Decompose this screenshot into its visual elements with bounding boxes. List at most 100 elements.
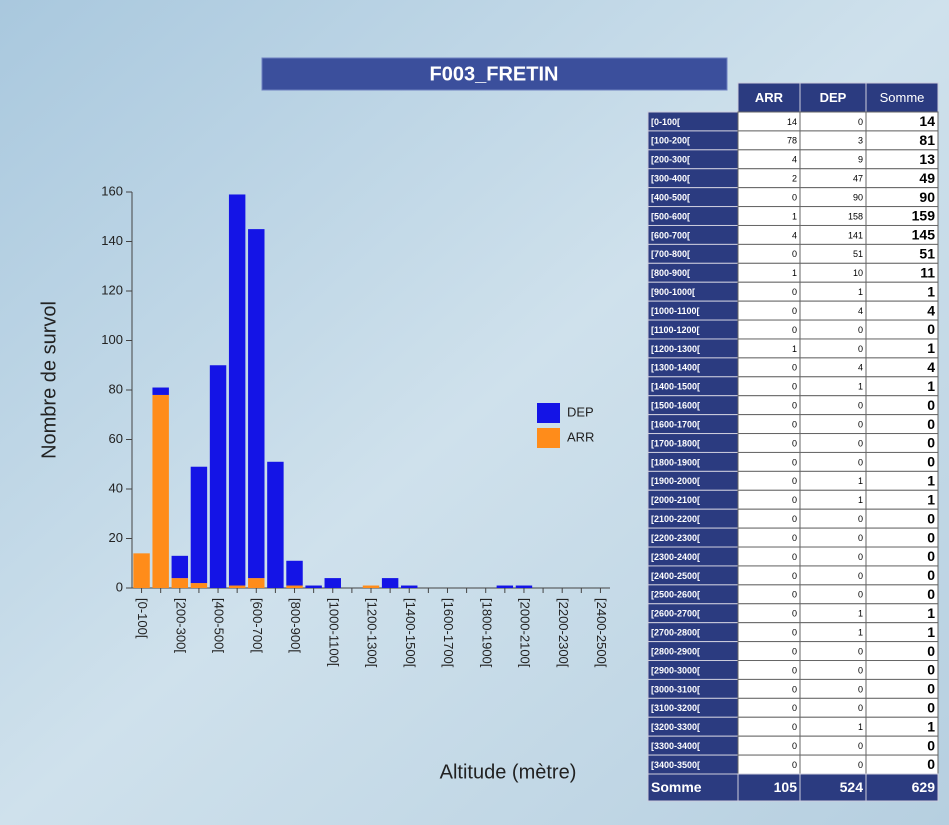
- table-cell: [738, 358, 800, 377]
- bar: [248, 229, 264, 578]
- table-row-label: [2400-2500[: [651, 571, 700, 581]
- table-cell: [738, 377, 800, 396]
- table-header: DEP: [820, 90, 847, 105]
- table-cell: [738, 585, 800, 604]
- table-row-label: [400-500[: [651, 192, 690, 202]
- table-cell: [738, 150, 800, 169]
- table-value: 0: [927, 321, 935, 337]
- table-value: 90: [919, 189, 935, 205]
- table-value: 1: [858, 287, 863, 297]
- table-value: 105: [774, 779, 798, 795]
- table-cell: [800, 282, 866, 301]
- table-value: 0: [927, 681, 935, 697]
- table-value: 0: [858, 703, 863, 713]
- table-cell: [800, 358, 866, 377]
- table-cell: [738, 736, 800, 755]
- table-value: 4: [858, 306, 863, 316]
- bar: [286, 586, 302, 588]
- table-value: 0: [792, 533, 797, 543]
- table-row-label: [300-400[: [651, 174, 690, 184]
- bar: [286, 561, 302, 586]
- table-value: 0: [792, 609, 797, 619]
- table-cell: [800, 490, 866, 509]
- table-row-label: [200-300[: [651, 155, 690, 165]
- table-cell: [738, 452, 800, 471]
- bar: [248, 578, 264, 588]
- table-row-label: [1600-1700[: [651, 419, 700, 429]
- table-value: 0: [858, 419, 863, 429]
- table-cell: [800, 471, 866, 490]
- chart-title: F003_FRETIN: [430, 63, 559, 85]
- x-tick-label: [1600-1700[: [441, 598, 456, 668]
- table-value: 10: [853, 268, 863, 278]
- x-tick-label: [400-500[: [212, 598, 227, 653]
- x-tick-label: [200-300[: [173, 598, 188, 653]
- table-cell: [800, 452, 866, 471]
- table-value: 1: [858, 382, 863, 392]
- table-row-label: [2800-2900[: [651, 646, 700, 656]
- table-value: 0: [858, 665, 863, 675]
- table-value: 158: [848, 211, 863, 221]
- table-value: 2: [792, 174, 797, 184]
- x-tick-label: [2000-2100[: [518, 598, 533, 668]
- table-row-label: [2000-2100[: [651, 495, 700, 505]
- table-cell: [738, 415, 800, 434]
- table-cell: [800, 661, 866, 680]
- table-value: 81: [919, 132, 935, 148]
- table-cell: [800, 301, 866, 320]
- table-value: 0: [858, 325, 863, 335]
- table-cell: [738, 207, 800, 226]
- table-value: 145: [912, 227, 936, 243]
- table-value: 0: [927, 586, 935, 602]
- table-value: 0: [858, 457, 863, 467]
- bar: [497, 586, 513, 588]
- table-row-label: [1800-1900[: [651, 457, 700, 467]
- table-value: 0: [858, 401, 863, 411]
- bar: [210, 365, 226, 588]
- legend-label: ARR: [567, 429, 594, 444]
- table-value: 1: [927, 340, 935, 356]
- table-cell: [800, 642, 866, 661]
- table-cell: [738, 188, 800, 207]
- table-cell: [738, 698, 800, 717]
- table-value: 0: [927, 662, 935, 678]
- table-cell: [738, 263, 800, 282]
- bar: [191, 467, 207, 583]
- table-cell: [738, 528, 800, 547]
- x-tick-label: [0-100[: [135, 598, 150, 639]
- bar: [172, 578, 188, 588]
- y-tick-label: 140: [101, 233, 123, 248]
- table-row-label: [2300-2400[: [651, 552, 700, 562]
- table-value: 0: [927, 756, 935, 772]
- table-value: 0: [792, 684, 797, 694]
- table-value: 0: [927, 548, 935, 564]
- table-header: ARR: [755, 90, 784, 105]
- table-header: Somme: [880, 90, 925, 105]
- x-tick-label: [2200-2300[: [556, 598, 571, 668]
- table-value: 0: [927, 700, 935, 716]
- table-value: 4: [858, 363, 863, 373]
- table-cell: [800, 604, 866, 623]
- table-value: 0: [792, 741, 797, 751]
- table-value: 0: [792, 438, 797, 448]
- table-value: 13: [919, 151, 935, 167]
- table-cell: [800, 339, 866, 358]
- legend-swatch: [537, 428, 560, 448]
- table-value: 0: [858, 514, 863, 524]
- table-value: 1: [927, 473, 935, 489]
- table-value: 0: [792, 665, 797, 675]
- table-cell: [800, 415, 866, 434]
- table-value: 0: [792, 306, 797, 316]
- table-value: 159: [912, 208, 936, 224]
- legend-swatch: [537, 403, 560, 423]
- table-row-label: [2600-2700[: [651, 609, 700, 619]
- table-value: 4: [927, 359, 935, 375]
- table-cell: [738, 679, 800, 698]
- table-value: 1: [927, 624, 935, 640]
- x-tick-label: [1200-1300[: [365, 598, 380, 668]
- table-cell: [738, 320, 800, 339]
- table-value: 1: [858, 476, 863, 486]
- y-tick-label: 120: [101, 282, 123, 297]
- table-row-label: [2100-2200[: [651, 514, 700, 524]
- x-tick-label: [600-700[: [250, 598, 265, 653]
